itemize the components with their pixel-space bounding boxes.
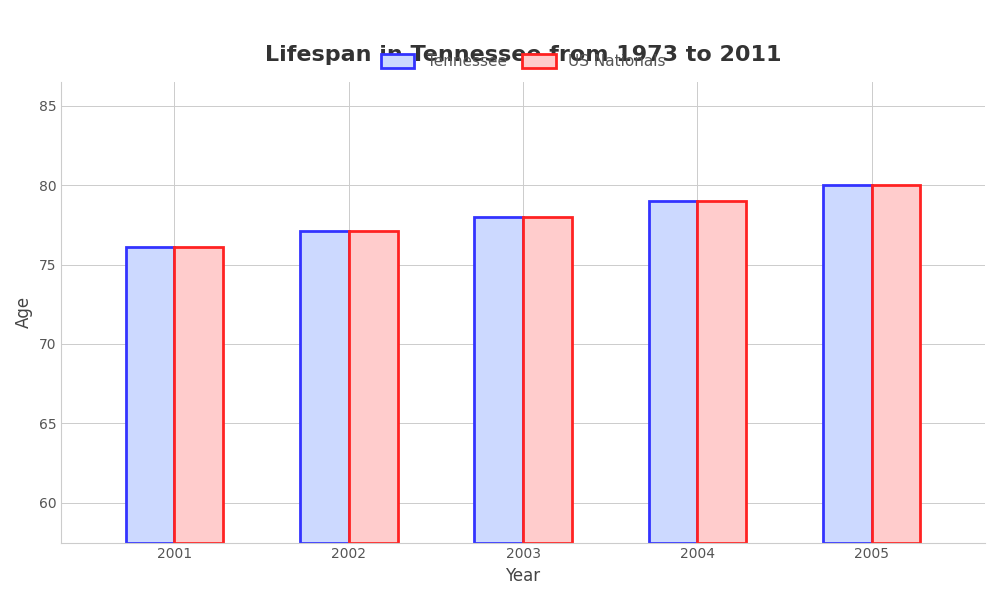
Y-axis label: Age: Age [15, 296, 33, 328]
Bar [126, 247, 174, 542]
Legend: Tennessee, US Nationals: Tennessee, US Nationals [375, 48, 671, 75]
Bar [697, 201, 746, 542]
Title: Lifespan in Tennessee from 1973 to 2011: Lifespan in Tennessee from 1973 to 2011 [265, 45, 781, 65]
Bar [174, 247, 223, 542]
Bar [872, 185, 920, 542]
Bar [349, 231, 398, 542]
Bar [300, 231, 349, 542]
Bar [523, 217, 572, 542]
X-axis label: Year: Year [505, 567, 541, 585]
Bar [474, 217, 523, 542]
Bar [823, 185, 872, 542]
Bar [649, 201, 697, 542]
